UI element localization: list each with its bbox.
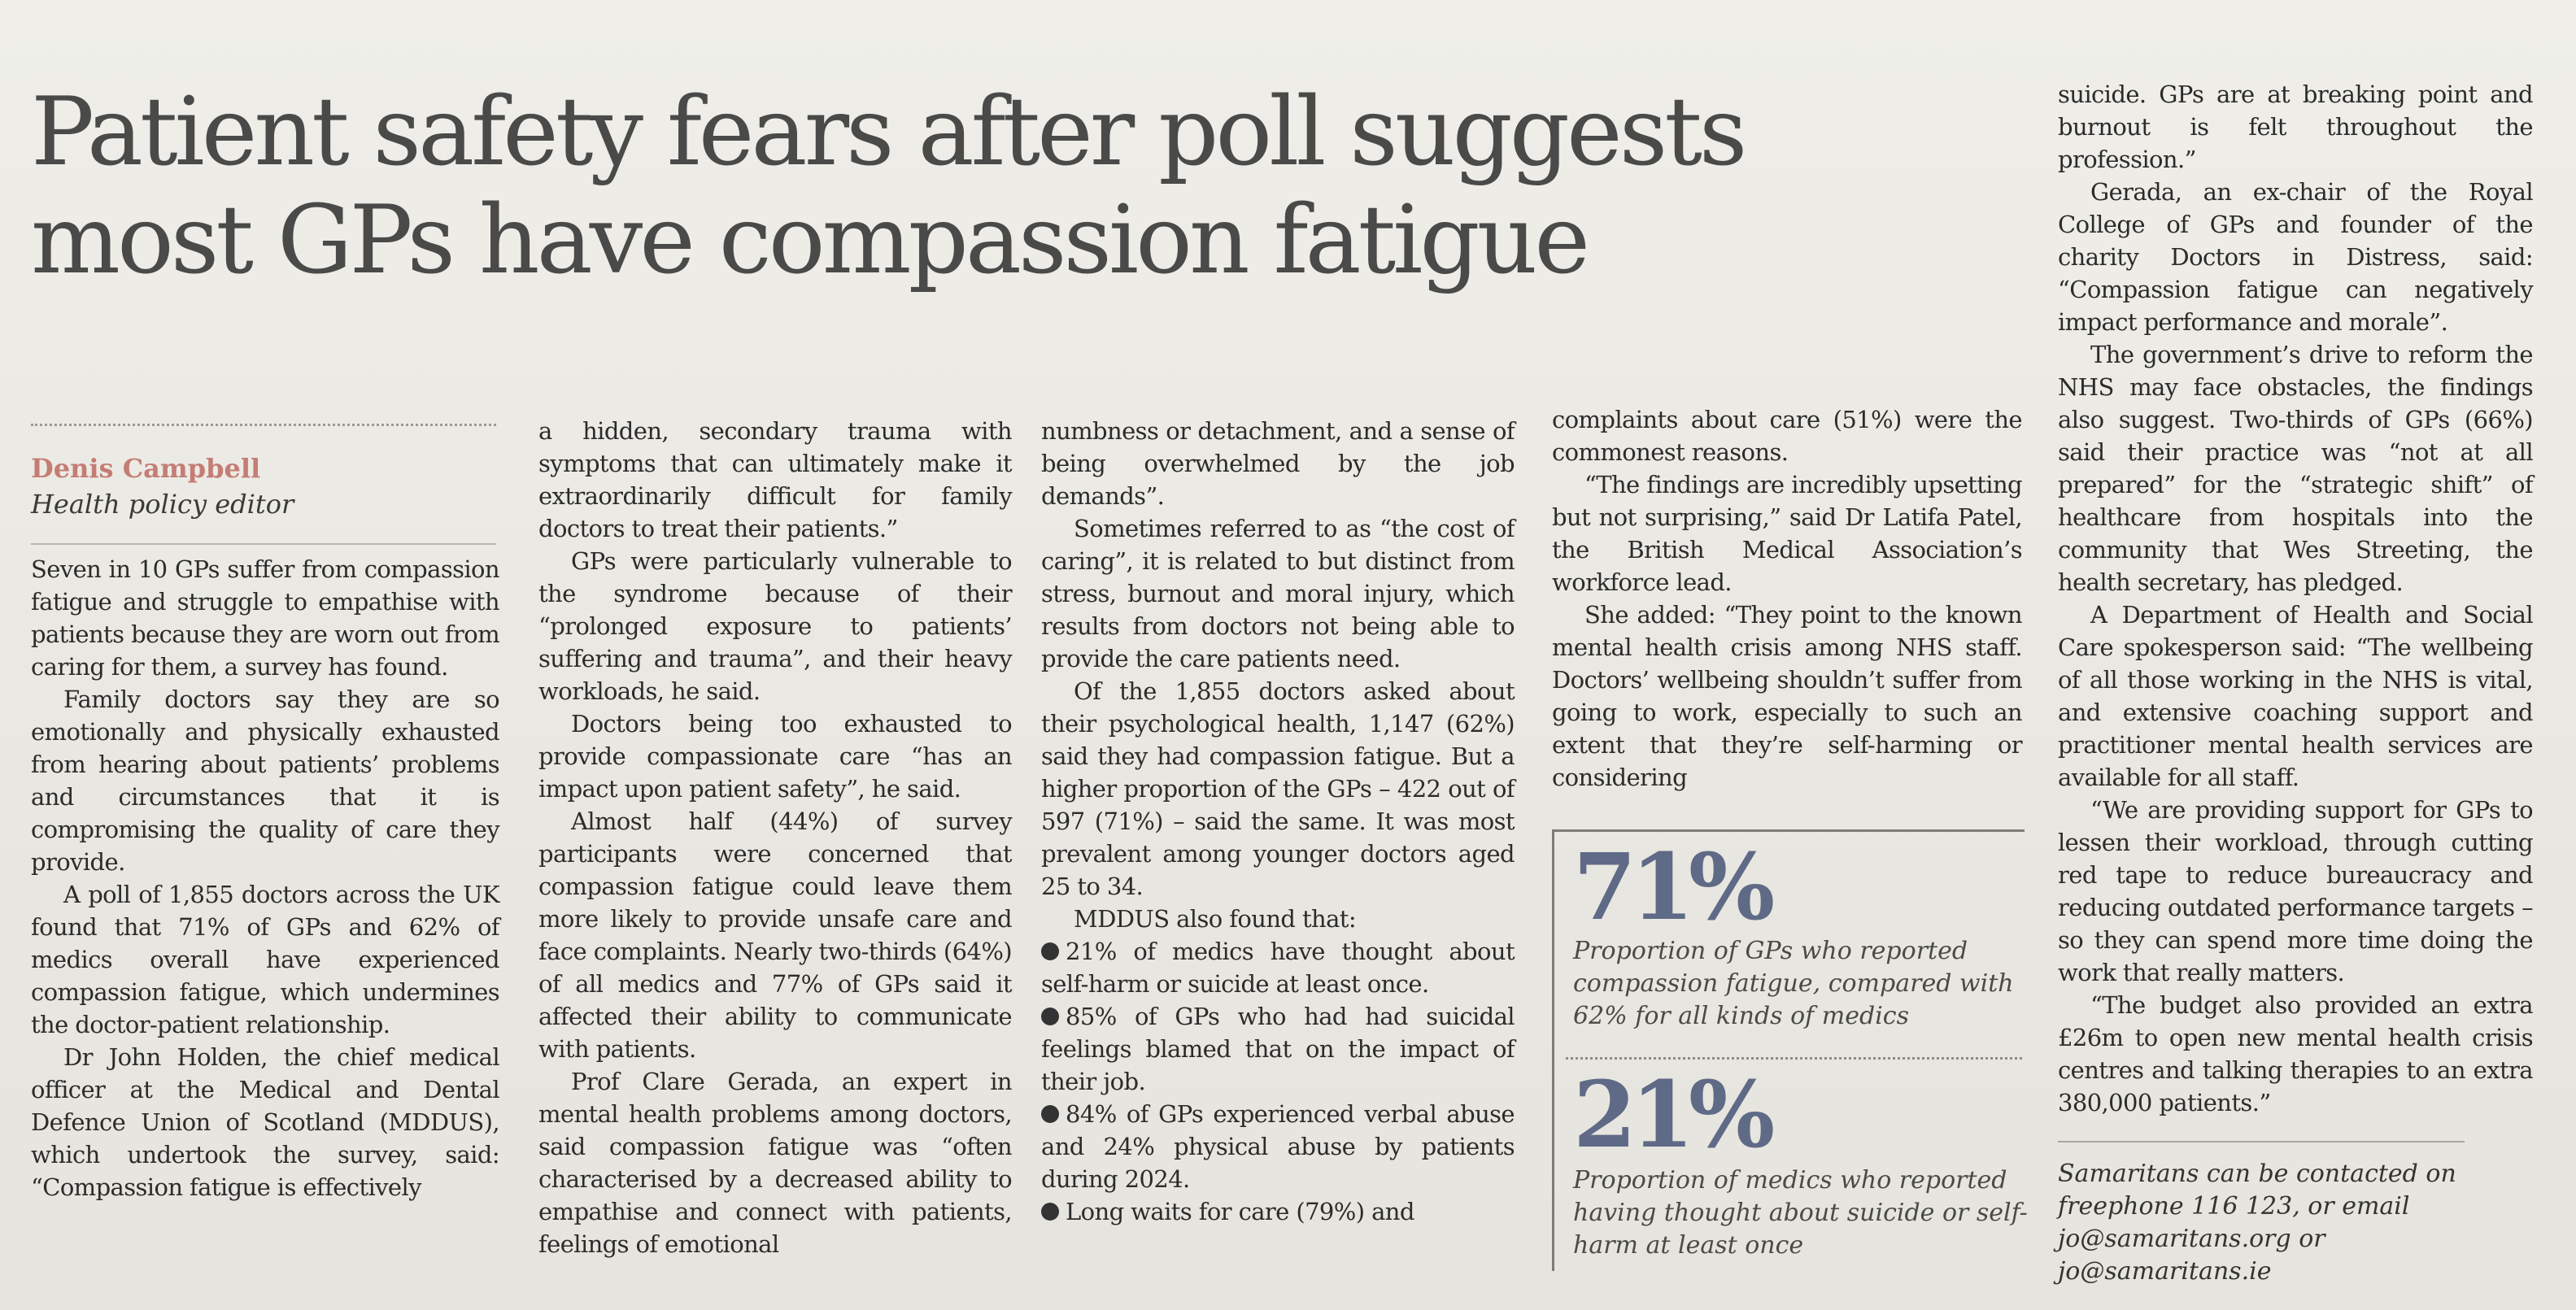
byline-author: Denis Campbell [31,453,261,484]
headline: Patient safety fears after poll suggests… [31,78,2016,294]
headline-line-2: most GPs have compassion fatigue [31,185,1590,295]
paragraph: The government’s drive to reform the NHS… [2058,341,2534,596]
stat-box [1552,829,2025,1271]
bullet-text: Long waits for care (79%) and [1066,1198,1414,1225]
paragraph: “We are providing support for GPs to les… [2058,796,2534,986]
paragraph: Seven in 10 GPs suffer from compassion f… [31,555,500,681]
byline-role: Health policy editor [31,489,294,520]
stat-divider [1566,1057,2022,1060]
byline-bottom-rule [31,543,496,545]
footnote-rule [2058,1141,2465,1142]
paragraph: GPs were particularly vulnerable to the … [538,547,1013,705]
bullet-dot-icon [1041,942,1059,960]
article-column-2: a hidden, secondary trauma with symptoms… [538,415,1013,1260]
bullet-dot-icon [1041,1105,1059,1123]
stat-value-gps-compassion-fatigue: 71% [1573,834,1775,941]
article-column-1: Seven in 10 GPs suffer from compassion f… [31,553,500,1203]
headline-line-1: Patient safety fears after poll suggests [31,77,1747,187]
byline-top-rule [31,424,496,426]
bullet-item: 21% of medics have thought about self-ha… [1041,935,1515,1000]
paragraph: Prof Clare Gerada, an expert in mental h… [538,1068,1013,1258]
stat-value-medics-self-harm: 21% [1573,1062,1775,1169]
bullet-item: 85% of GPs who had had suicidal feelings… [1041,1000,1515,1098]
paragraph: “The budget also provided an extra £26m … [2058,991,2534,1116]
paragraph: “The findings are incredibly upsetting b… [1552,471,2023,596]
bullet-item: 84% of GPs experienced verbal abuse and … [1041,1098,1515,1195]
samaritans-footnote: Samaritans can be contacted on freephone… [2058,1160,2456,1286]
paragraph: a hidden, secondary trauma with symptoms… [538,417,1013,542]
bullet-text: 84% of GPs experienced verbal abuse and … [1041,1100,1515,1193]
paragraph: A poll of 1,855 doctors across the UK fo… [31,881,500,1038]
paragraph: numbness or detachment, and a sense of b… [1041,417,1515,510]
paragraph: complaints about care (51%) were the com… [1552,406,2023,466]
article-column-3: numbness or detachment, and a sense of b… [1041,415,1515,1228]
article-column-5: suicide. GPs are at breaking point and b… [2058,78,2534,1119]
paragraph: Dr John Holden, the chief medical office… [31,1043,500,1201]
paragraph: She added: “They point to the known ment… [1552,601,2023,791]
article-column-4: complaints about care (51%) were the com… [1552,403,2023,794]
paragraph: MDDUS also found that: [1074,905,1357,933]
paragraph: A Department of Health and Social Care s… [2058,601,2534,791]
bullet-text: 85% of GPs who had had suicidal feelings… [1041,1003,1515,1095]
bullet-dot-icon [1041,1203,1059,1221]
paragraph: Family doctors say they are so emotional… [31,685,500,876]
stat-caption-gps-compassion-fatigue: Proportion of GPs who reported compassio… [1573,937,2014,1030]
bullet-item: Long waits for care (79%) and [1041,1195,1515,1228]
bullet-text: 21% of medics have thought about self-ha… [1041,938,1515,998]
paragraph: Gerada, an ex-chair of the Royal College… [2058,178,2534,336]
paragraph: Sometimes referred to as “the cost of ca… [1041,515,1515,672]
paragraph: Almost half (44%) of survey participants… [538,807,1013,1063]
paragraph: suicide. GPs are at breaking point and b… [2058,81,2534,173]
paragraph: Doctors being too exhausted to provide c… [538,710,1013,803]
paragraph: Of the 1,855 doctors asked about their p… [1041,677,1515,900]
stat-caption-medics-self-harm: Proportion of medics who reported having… [1573,1166,2028,1260]
bullet-dot-icon [1041,1008,1059,1025]
